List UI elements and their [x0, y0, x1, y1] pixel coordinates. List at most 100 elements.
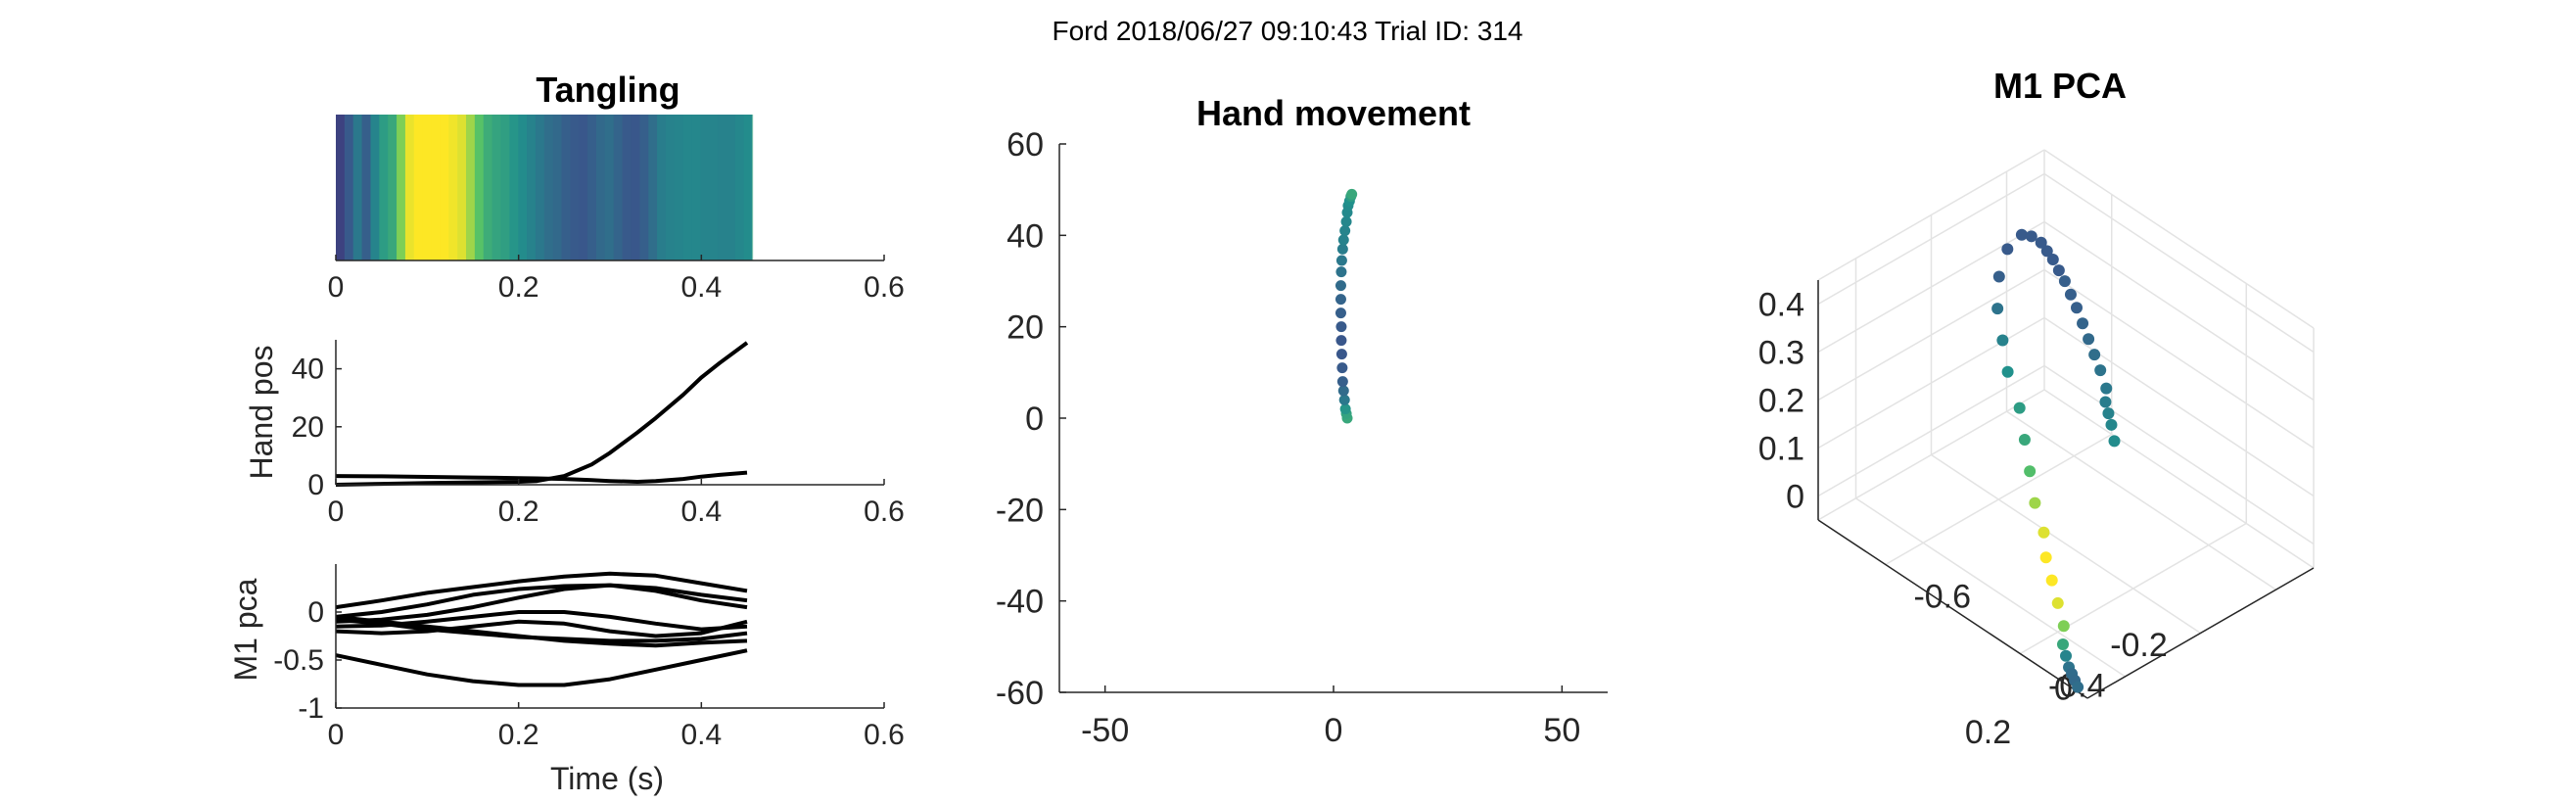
tangling-cell — [404, 115, 415, 260]
pca3d-point — [2040, 245, 2053, 258]
pca3d-point — [2029, 496, 2041, 509]
pca3d-point — [2102, 407, 2115, 420]
hand-movement-ytick-label: -40 — [996, 584, 1044, 621]
tangling-cell — [527, 115, 537, 260]
hand-pos-axes: 0 0.2 0.4 0.6 0 20 40 — [292, 340, 905, 528]
tangling-title: Tangling — [536, 70, 679, 110]
tangling-cell — [665, 115, 676, 260]
tangling-cell — [691, 115, 701, 260]
panel-m1-pca-time: 0 0.2 0.4 0.6 0 -0.5 -1 M1 pca Time (s) — [228, 564, 905, 796]
tangling-cell — [518, 115, 528, 260]
hand-pos-xtick-label: 0 — [328, 496, 345, 528]
pca3d-ytick-label: 0.2 — [1965, 714, 2011, 751]
hand-movement-point — [1346, 188, 1358, 200]
tangling-cell — [604, 115, 615, 260]
pca3d-y-axis — [1817, 519, 2088, 699]
hand-movement-ytick-label: 0 — [1025, 401, 1044, 438]
hand-movement-ytick-label: 60 — [1007, 126, 1044, 164]
tangling-cell — [509, 115, 519, 260]
hand-movement-point — [1335, 255, 1347, 266]
tangling-cell — [500, 115, 510, 260]
pca3d-ytick-label: -0.2 — [2110, 627, 2168, 664]
tangling-cell — [535, 115, 545, 260]
pca3d-point — [2051, 596, 2064, 609]
pca3d-point — [2052, 264, 2065, 277]
hand-pos-ylabel: Hand pos — [244, 346, 279, 480]
tangling-cell — [352, 115, 363, 260]
hand-movement-ytick-label: -20 — [996, 492, 1044, 529]
pca3d-point — [1991, 303, 2004, 315]
pca3d-point — [2088, 349, 2101, 361]
tangling-cell — [483, 115, 493, 260]
tangling-heatmap — [336, 115, 754, 260]
hand-pos-xtick-label: 0.2 — [498, 496, 539, 528]
pca3d-floor-edge — [2043, 389, 2315, 569]
tangling-cell — [726, 115, 736, 260]
hand-movement-point — [1339, 403, 1351, 415]
tangling-cell — [579, 115, 588, 260]
tangling-cell — [700, 115, 710, 260]
panel-hand-pos-time: 0 0.2 0.4 0.6 0 20 40 Hand pos — [244, 340, 905, 528]
hand-pos-xtick-label: 0.4 — [680, 496, 722, 528]
pca3d-point — [2045, 574, 2058, 587]
m1-pca-ylabel: M1 pca — [228, 578, 263, 681]
hand-movement-axes: -50 0 50 60 40 20 0 -20 -40 -60 — [996, 126, 1608, 749]
hand-pos-xtick-label: 0.6 — [864, 496, 905, 528]
tangling-cell — [622, 115, 632, 260]
pca3d-grid-line — [1931, 453, 2201, 635]
pca3d-grid-line — [2043, 316, 2315, 497]
hand-movement-point — [1339, 225, 1351, 237]
tangling-cell — [344, 115, 354, 260]
tangling-cell — [734, 115, 745, 260]
hand-movement-points — [1335, 188, 1358, 424]
m1-pca-series-line — [335, 583, 748, 619]
m1-pca-series-line — [335, 619, 748, 638]
pca3d-grid — [1817, 149, 2315, 678]
hand-movement-point — [1335, 307, 1346, 319]
pca3d-point — [2100, 382, 2113, 395]
pca3d-point — [2056, 638, 2069, 651]
tangling-cell — [457, 115, 467, 260]
pca3d-point — [2001, 243, 2014, 256]
tangling-cell — [448, 115, 458, 260]
tangling-cell — [631, 115, 640, 260]
pca3d-point — [2046, 254, 2059, 265]
m1-pca-ytick-label: -0.5 — [273, 644, 324, 677]
pca3d-grid-line — [2043, 220, 2315, 402]
hand-movement-point — [1336, 243, 1348, 255]
pca3d-point — [2108, 435, 2121, 448]
panel-hand-movement: -50 0 50 60 40 20 0 -20 -40 -60 Hand movement — [996, 93, 1608, 749]
tangling-cell — [596, 115, 606, 260]
m1-pca-xtick-label: 0.6 — [864, 719, 905, 751]
tangling-xtick-label: 0.6 — [864, 271, 905, 304]
pca3d-point — [2064, 288, 2077, 301]
hand-movement-point — [1337, 234, 1349, 246]
panel-tangling: 0 0.2 0.4 0.6 Tangling — [328, 70, 905, 304]
tangling-cell — [361, 115, 372, 260]
pca3d-ztick-label: 0 — [1786, 479, 1804, 516]
m1-pca-series-line — [335, 614, 748, 648]
hand-movement-xtick-label: -50 — [1081, 712, 1129, 749]
pca3d-title: M1 PCA — [1993, 66, 2127, 106]
pca3d-xtick-label: -0.6 — [1913, 579, 1971, 616]
pca3d-grid-line — [2043, 268, 2315, 449]
pca3d-point — [2013, 402, 2026, 414]
tangling-cell — [718, 115, 727, 260]
pca3d-grid-line — [2043, 172, 2315, 354]
hand-movement-point — [1336, 362, 1348, 374]
tangling-cell — [552, 115, 563, 260]
m1-pca-ytick-label: 0 — [307, 596, 324, 629]
tangling-cell — [752, 115, 754, 260]
tangling-cell — [379, 115, 389, 260]
hand-movement-title: Hand movement — [1196, 93, 1471, 133]
hand-movement-ytick-label: 20 — [1007, 309, 1044, 347]
tangling-cell — [397, 115, 406, 260]
pca3d-point — [2024, 465, 2037, 478]
pca3d-point — [2037, 526, 2050, 539]
pca3d-point — [2094, 364, 2107, 377]
pca3d-point — [2099, 396, 2112, 408]
tangling-xtick-label: 0.4 — [680, 271, 722, 304]
m1-pca-series-line — [335, 583, 748, 624]
hand-movement-point — [1340, 215, 1352, 227]
tangling-cell — [336, 115, 346, 260]
